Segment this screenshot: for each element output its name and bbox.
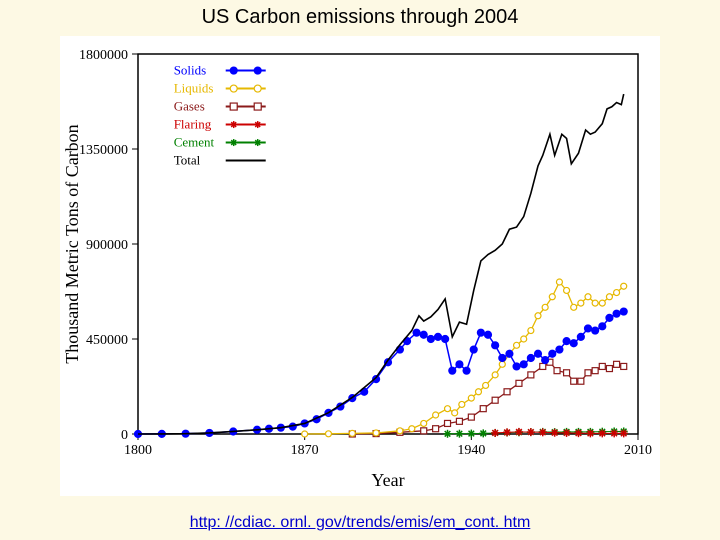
svg-text:900000: 900000	[86, 238, 128, 253]
chart-svg: 1800 1870 1940 2010 0 450000 900000 1350000 1800…	[60, 36, 660, 496]
svg-text:2010: 2010	[624, 443, 652, 458]
chart-panel: 1800 1870 1940 2010 0 450000 900000 1350000 1800…	[60, 36, 660, 496]
svg-text:1350000: 1350000	[79, 143, 128, 158]
svg-text:Total: Total	[174, 153, 201, 168]
svg-text:Cement: Cement	[174, 135, 215, 150]
source-link[interactable]: http: //cdiac. ornl. gov/trends/emis/em_…	[0, 514, 720, 532]
svg-text:Liquids: Liquids	[174, 81, 214, 96]
svg-text:1800: 1800	[124, 443, 152, 458]
chart-title: US Carbon emissions through 2004	[0, 6, 720, 29]
slide: US Carbon emissions through 2004 1800 187…	[0, 0, 720, 540]
svg-text:Year: Year	[371, 470, 404, 490]
svg-text:1940: 1940	[457, 443, 485, 458]
svg-text:Thousand Metric Tons of Carbon: Thousand Metric Tons of Carbon	[62, 124, 82, 363]
svg-text:450000: 450000	[86, 333, 128, 348]
svg-text:Solids: Solids	[174, 63, 207, 78]
svg-text:1800000: 1800000	[79, 48, 128, 63]
svg-text:0: 0	[121, 428, 128, 443]
svg-text:Gases: Gases	[174, 99, 205, 114]
svg-text:Flaring: Flaring	[174, 117, 212, 132]
svg-text:1870: 1870	[291, 443, 319, 458]
